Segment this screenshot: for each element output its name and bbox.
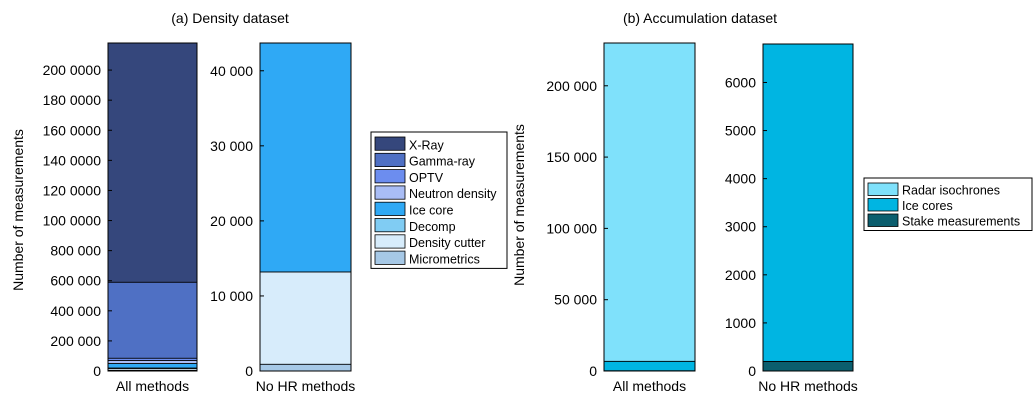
y-tick-label: 0 [589, 363, 597, 379]
y-tick-label: 180 0000 [43, 92, 102, 108]
y-tick-label: 150 000 [546, 149, 597, 165]
bar-segment-density-cutter [259, 271, 352, 365]
legend-label: OPTV [409, 171, 444, 185]
legend-label: Ice core [409, 204, 454, 218]
y-tick-label: 400 000 [50, 303, 101, 319]
y-tick-label: 3000 [725, 219, 756, 235]
y-tick-label: 6000 [725, 74, 756, 90]
bar-segment-ice-core [259, 42, 352, 273]
y-tick-label: 800 000 [50, 243, 101, 259]
legend-swatch [374, 201, 406, 216]
axes-frame [107, 42, 198, 372]
legend-swatch [867, 213, 899, 227]
y-tick-label: 160 0000 [43, 122, 102, 138]
legend-swatch [374, 136, 406, 151]
y-tick-label: 10 000 [210, 288, 253, 304]
bar-segment-radar-isochrones [603, 42, 696, 362]
legend-panel-a: X-Ray Gamma-ray OPTV Neutron density Ice cor… [370, 131, 508, 269]
y-tick-label: 5000 [725, 123, 756, 139]
legend-swatch [867, 198, 899, 212]
legend-swatch [374, 152, 406, 168]
y-tick-label: 1000 [725, 315, 756, 331]
y-tick-label: 40 000 [210, 63, 253, 79]
bar-segment-ice-core [107, 363, 198, 369]
panel-a-title: (a) Density dataset [171, 10, 289, 26]
y-tick-label: 50 000 [554, 292, 597, 308]
bar-segment-ice-cores [603, 360, 696, 372]
legend-swatch [867, 182, 899, 196]
legend-swatch [374, 218, 406, 233]
legend-label: Gamma-ray [409, 155, 476, 169]
axes-frame [603, 42, 696, 372]
bar-segment-x-ray [107, 42, 198, 283]
y-tick-label: 100 0000 [43, 213, 102, 229]
y-tick-label: 120 0000 [43, 182, 102, 198]
legend-label: Micrometrics [409, 252, 480, 266]
axes-frame [762, 43, 854, 372]
panel-b-title: (b) Accumulation dataset [623, 10, 777, 26]
bar-segment-micrometrics [259, 363, 352, 372]
y-tick-label: 20 000 [210, 213, 253, 229]
chart-b_all: 0 50 000 100 000 150 000 200 000 All methods [546, 42, 696, 394]
x-category-label: No HR methods [256, 378, 356, 394]
legend-label: X-Ray [409, 138, 444, 152]
y-tick-label: 200 000 [546, 78, 597, 94]
y-tick-label: 140 0000 [43, 152, 102, 168]
legend-label: Stake measurements [902, 215, 1020, 229]
axes-frame [259, 42, 352, 372]
bar-segment-ice-cores [762, 43, 854, 362]
bar-segment-stake-measurements [762, 360, 854, 372]
x-category-label: All methods [613, 378, 686, 394]
bar-segment-gamma-ray [107, 281, 198, 359]
bar-segment-neutron-density [107, 360, 198, 364]
legend-swatch [374, 250, 406, 265]
legend-swatch [374, 169, 406, 184]
panel-b-y-axis-label: Number of measurements [511, 124, 527, 286]
chart-a_all: 0 200 000 400 000 600 000 800 000 100 0000 120… [43, 42, 198, 394]
y-tick-label: 2000 [725, 267, 756, 283]
x-category-label: All methods [116, 378, 189, 394]
y-tick-label: 200 000 [50, 333, 101, 349]
legends: X-Ray Gamma-ray OPTV Neutron density Ice cor… [370, 131, 1033, 269]
y-tick-label: 200 0000 [43, 62, 102, 78]
legend-label: Ice cores [902, 199, 953, 213]
legend-label: Neutron density [409, 187, 497, 201]
chart-b_nohr: 0 1000 2000 3000 4000 5000 6000 No HR methods [725, 43, 858, 394]
y-tick-label: 100 000 [546, 220, 597, 236]
chart-a_nohr: 0 10 000 20 000 30 000 40 000 No HR methods [210, 42, 356, 394]
y-tick-label: 0 [93, 363, 101, 379]
y-tick-label: 4000 [725, 171, 756, 187]
panel-a-y-axis-label: Number of measurements [10, 129, 26, 291]
legend-label: Decomp [409, 220, 456, 234]
y-tick-label: 0 [748, 363, 756, 379]
legend-swatch [374, 234, 406, 249]
y-tick-label: 30 000 [210, 138, 253, 154]
legend-swatch [374, 185, 406, 200]
x-category-label: No HR methods [758, 378, 858, 394]
y-tick-label: 0 [245, 363, 253, 379]
legend-label: Density cutter [409, 236, 485, 250]
y-tick-label: 600 000 [50, 273, 101, 289]
legend-label: Radar isochrones [902, 184, 1000, 198]
